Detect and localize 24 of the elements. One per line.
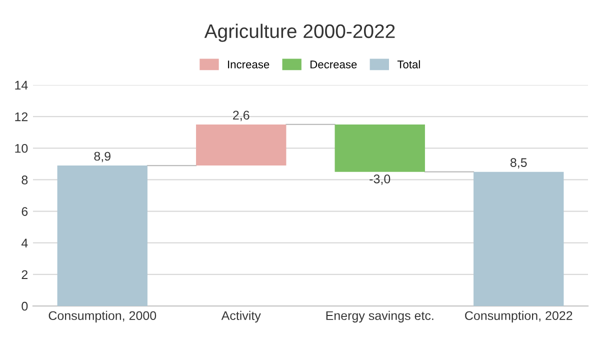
y-tick-label: 12 — [15, 112, 28, 122]
data-label: 2,6 — [233, 110, 250, 122]
y-tick-label: 10 — [15, 144, 28, 153]
x-tick-label: Consumption, 2000 — [48, 310, 156, 323]
y-tick-label: 6 — [22, 207, 28, 216]
legend-label: Increase — [228, 60, 270, 68]
legend-label: Decrease — [310, 60, 357, 68]
x-tick-label: Energy savings etc. — [326, 310, 434, 323]
y-tick-label: 8 — [22, 176, 28, 184]
data-label: -3,0 — [370, 174, 390, 185]
bar — [196, 124, 286, 166]
x-tick-label: Consumption, 2022 — [465, 310, 572, 323]
data-label: 8,9 — [94, 152, 110, 162]
data-label: 8,5 — [510, 158, 527, 168]
bar — [334, 124, 425, 172]
x-tick-label: Activity — [221, 310, 261, 323]
chart-title: Agriculture 2000-2022 — [204, 24, 395, 42]
y-tick-label: 4 — [21, 238, 28, 248]
y-tick-label: 2 — [22, 270, 28, 279]
y-tick-label: 14 — [15, 80, 28, 90]
legend-label: Total — [397, 60, 420, 68]
bar — [474, 172, 564, 306]
y-tick-label: 0 — [22, 302, 28, 311]
bar — [57, 166, 148, 306]
